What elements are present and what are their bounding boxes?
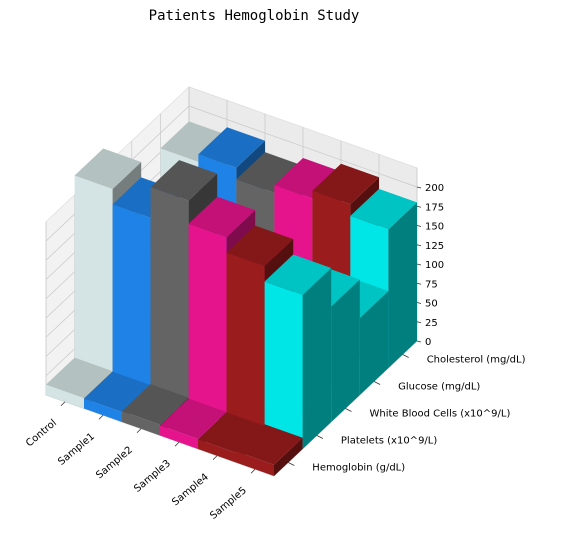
y-tick-label: Hemoglobin (g/dL)	[312, 463, 405, 474]
y-tick-label: Glucose (mg/dL)	[398, 382, 480, 393]
x-tick-label: Control	[24, 418, 59, 450]
x-tick-label: Sample4	[170, 472, 211, 509]
chart-title: Patients Hemoglobin Study	[149, 8, 360, 24]
x-tick-mark	[61, 402, 65, 406]
bar-side-face	[303, 268, 332, 449]
z-tick-label: 25	[425, 318, 438, 329]
bar-front-face	[151, 187, 189, 408]
y-tick-label: Cholesterol (mg/dL)	[427, 355, 526, 366]
z-tick-mark	[417, 245, 421, 246]
z-tick-label: 0	[425, 337, 431, 348]
bar-side-face	[388, 202, 417, 368]
z-tick-label: 125	[425, 241, 444, 252]
z-tick-label: 175	[425, 202, 444, 213]
bar-front-face	[113, 204, 151, 395]
y-tick-mark	[288, 463, 294, 466]
bar-sample5-row-1	[265, 255, 332, 450]
y-tick-mark	[403, 355, 409, 358]
bar-front-face	[189, 224, 227, 422]
z-tick-mark	[417, 226, 421, 227]
x-tick-label: Sample2	[94, 445, 135, 482]
y-tick-mark	[374, 382, 380, 385]
z-tick-mark	[417, 341, 421, 342]
bars	[46, 121, 417, 476]
x-tick-mark	[175, 442, 179, 446]
x-tick-label: Sample1	[56, 431, 97, 468]
z-tick-label: 75	[425, 279, 438, 290]
z-tick-mark	[417, 322, 421, 323]
x-tick-mark	[99, 415, 103, 419]
z-tick-mark	[417, 206, 421, 207]
x-tick-label: Sample5	[208, 485, 249, 522]
bar-front-face	[265, 282, 303, 450]
z-tick-mark	[417, 264, 421, 265]
y-tick-label: Platelets (x10^9/L)	[341, 436, 437, 447]
y-tick-mark	[317, 436, 323, 439]
z-tick-label: 200	[425, 183, 444, 194]
bar-front-face	[227, 253, 265, 436]
y-tick-label: White Blood Cells (x10^9/L)	[370, 409, 511, 420]
z-tick-label: 100	[425, 260, 444, 271]
x-tick-mark	[251, 469, 255, 473]
z-tick-mark	[417, 303, 421, 304]
z-tick-label: 150	[425, 222, 444, 233]
z-tick-label: 50	[425, 299, 438, 310]
x-tick-label: Sample3	[132, 458, 173, 495]
y-tick-mark	[346, 409, 352, 412]
x-tick-mark	[213, 456, 217, 460]
z-tick-mark	[417, 187, 421, 188]
bar-front-face	[75, 176, 113, 382]
z-tick-mark	[417, 283, 421, 284]
x-tick-mark	[137, 429, 141, 433]
